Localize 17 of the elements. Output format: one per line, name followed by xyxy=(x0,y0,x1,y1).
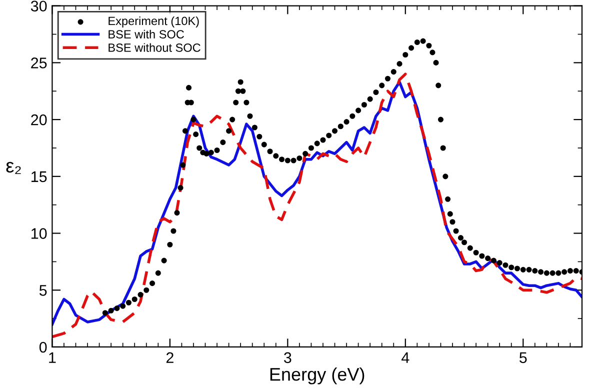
x-tick-label: 5 xyxy=(519,352,527,364)
y-tick-label: 10 xyxy=(32,228,47,239)
x-tick-label: 2 xyxy=(166,352,174,363)
x-axis-title: Energy (eV) xyxy=(270,367,364,384)
y-tick-label: 20 xyxy=(31,114,47,126)
legend-label: Experiment (10K) xyxy=(108,16,199,28)
x-tick-label: 4 xyxy=(402,352,410,363)
y-tick-label: 25 xyxy=(31,58,47,68)
x-tick-label: 1 xyxy=(49,352,56,363)
y-tick-label: 5 xyxy=(39,285,47,296)
legend-label: BSE with SOC xyxy=(108,30,184,38)
y-tick-label: 15 xyxy=(32,171,47,182)
y-tick-label: 30 xyxy=(30,0,47,12)
legend-label: BSE without SOC xyxy=(108,43,200,52)
y-axis-title: ε₂ xyxy=(6,162,21,174)
y-tick-label: 0 xyxy=(39,342,47,353)
x-tick-label: 3 xyxy=(284,352,292,364)
